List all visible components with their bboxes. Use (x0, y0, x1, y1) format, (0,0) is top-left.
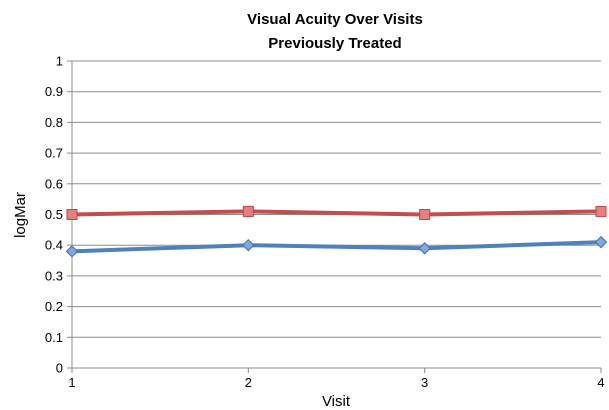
axes (67, 60, 602, 373)
x-tick-label-0: 1 (68, 375, 75, 390)
series-1 (65, 235, 608, 258)
series-0-line (70, 209, 603, 217)
y-tick-label-9: 0.9 (45, 84, 63, 99)
series-1-line (70, 240, 603, 254)
series-0-point-0 (66, 209, 78, 220)
y-axis-label: logMar (12, 192, 29, 238)
series-0 (66, 205, 607, 220)
y-tick-labels: 0 0.1 0.2 0.3 0.4 0.5 0.6 0.7 0.8 0.9 1 (45, 54, 63, 376)
series-layer (65, 205, 608, 258)
series-0-point-2 (419, 209, 431, 220)
y-tick-label-7: 0.7 (45, 146, 63, 161)
y-tick-label-1: 0.1 (45, 330, 63, 345)
y-tick-label-5: 0.5 (45, 207, 63, 222)
series-1-point-3 (594, 235, 608, 249)
x-axis-label: Visit (322, 393, 351, 410)
series-0-point-3 (595, 205, 607, 217)
x-tick-label-2: 3 (421, 375, 428, 390)
y-tick-label-4: 0.4 (45, 238, 63, 253)
y-tick-label-8: 0.8 (45, 115, 63, 130)
y-tick-label-2: 0.2 (45, 299, 63, 314)
chart-title-line-1: Visual Acuity Over Visits (247, 11, 423, 28)
series-1-point-0 (65, 245, 79, 258)
series-0-point-1 (242, 205, 254, 217)
y-tick-label-0: 0 (56, 361, 63, 376)
x-tick-labels: 1 2 3 4 (68, 375, 604, 390)
x-tick-label-3: 4 (597, 375, 604, 390)
series-1-point-2 (418, 242, 431, 255)
x-tick-label-1: 2 (245, 375, 252, 390)
chart-title-line-2: Previously Treated (268, 35, 401, 52)
y-tick-label-3: 0.3 (45, 268, 63, 283)
y-tick-label-6: 0.6 (45, 176, 63, 191)
y-tick-label-10: 1 (56, 54, 63, 69)
gridlines (72, 60, 601, 338)
series-1-point-1 (242, 238, 255, 252)
